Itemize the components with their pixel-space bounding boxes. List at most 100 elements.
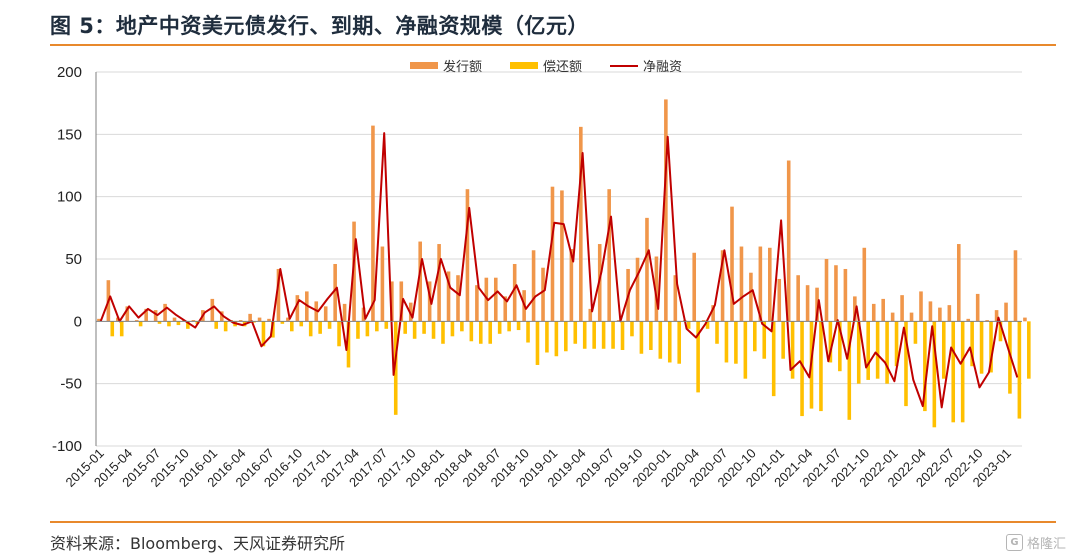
repayment-bar [686,321,691,329]
issuance-bar [966,318,971,322]
repayment-bar [545,321,549,353]
gridlines [96,71,1022,447]
repayment-bar [790,321,795,379]
repayment-bar [526,321,530,343]
issuance-bar [295,295,300,322]
repayment-bar [781,321,785,359]
issuance-bar [163,303,167,322]
legend-label: 偿还额 [543,60,582,75]
watermark-text: 格隆汇 [1026,537,1066,552]
repayment-bar [771,321,776,397]
title-divider [50,44,1056,46]
issuance-bar [276,268,281,322]
repayment-bar [176,321,181,326]
issuance-bar [645,217,649,322]
source-note: 资料来源：Bloomberg、天风证券研究所 [50,534,346,553]
issuance-bar [323,306,328,322]
issuance-bar [579,126,583,322]
repayment-bar [214,321,219,329]
issuance-bar [134,320,139,322]
issuance-bar [248,313,252,322]
repayment-bar [856,321,861,384]
repayment-bar [838,321,842,372]
issuance-bar [758,246,763,322]
repayment-bar [620,321,625,351]
repayment-bar [516,321,521,331]
repayment-bar [989,321,993,373]
issuance-bar [824,259,829,322]
issuance-bar [493,277,498,322]
repayment-bar [488,321,493,344]
repayment-bar [639,321,644,354]
issuance-bar [125,306,130,322]
repayment-bar [375,321,379,332]
repayment-bar [384,321,389,329]
repayment-bar [800,321,804,417]
issuance-bar [654,256,659,322]
repayment-bar [497,321,502,334]
repayment-bar [271,321,275,338]
issuance-bar [664,99,668,322]
repayment-bar [970,321,974,367]
repayment-bar [904,321,908,407]
issuance-bar [720,250,725,322]
repayment-bar [356,321,360,339]
repayment-bar [346,321,351,368]
repayment-bar [290,321,294,332]
y-tick-label: 50 [65,251,82,268]
repayment-bar [507,321,511,332]
repayment-bar [998,321,1003,342]
repayment-bar [894,321,899,367]
issuance-bar [692,252,697,322]
repayment-bar [337,321,341,347]
issuance-bar [503,296,508,322]
issuance-bar [730,206,734,322]
repayment-bar [308,321,313,337]
repayment-bar [252,321,256,323]
issuance-bar [437,244,441,322]
y-tick-label: 200 [57,64,82,81]
repayment-bar [941,321,946,379]
issuance-bar [862,247,867,322]
issuance-bar [399,281,404,322]
repayment-bar [601,321,606,349]
figure-title: 图 5：地产中资美元债发行、到期、净融资规模（亿元） [50,14,589,38]
repayment-bar [724,321,729,363]
issuance-bar [768,247,772,322]
repayment-bar [223,321,228,332]
issuance-bar [881,298,885,322]
issuance-bar [975,293,980,322]
repayment-bar [403,321,407,334]
issuance-bar [210,298,215,322]
issuance-bar [900,295,904,322]
repayment-bar [979,321,984,374]
issuance-bar [749,272,753,322]
legend-swatch [510,62,538,69]
repayment-bar [564,321,568,352]
repayment-bar [261,321,266,347]
issuance-bar [550,186,555,322]
repayment-bar [630,321,634,337]
issuance-bar [191,320,196,322]
repayment-bar [753,321,757,352]
repayment-bar [762,321,767,359]
issuance-bar [786,160,791,322]
issuance-bar [342,303,347,322]
repayment-bar [119,321,124,337]
y-tick-label: -100 [52,438,82,455]
legend-label: 净融资 [643,60,682,75]
repayment-bar [327,321,332,329]
issuance-bar [97,318,101,322]
issuance-bar [1013,250,1018,322]
issuance-bar [616,320,621,322]
repayment-bar [582,321,587,349]
repayment-bar [110,321,115,337]
repayment-bar [299,321,304,327]
watermark: G 格隆汇 [1005,533,1066,552]
repayment-bar [658,321,663,359]
repayment-bar [431,321,436,339]
issuance-bar [238,320,243,322]
net-financing-line [99,132,1019,409]
net-financing-polyline [99,132,1019,409]
repayment-bar [469,321,474,342]
